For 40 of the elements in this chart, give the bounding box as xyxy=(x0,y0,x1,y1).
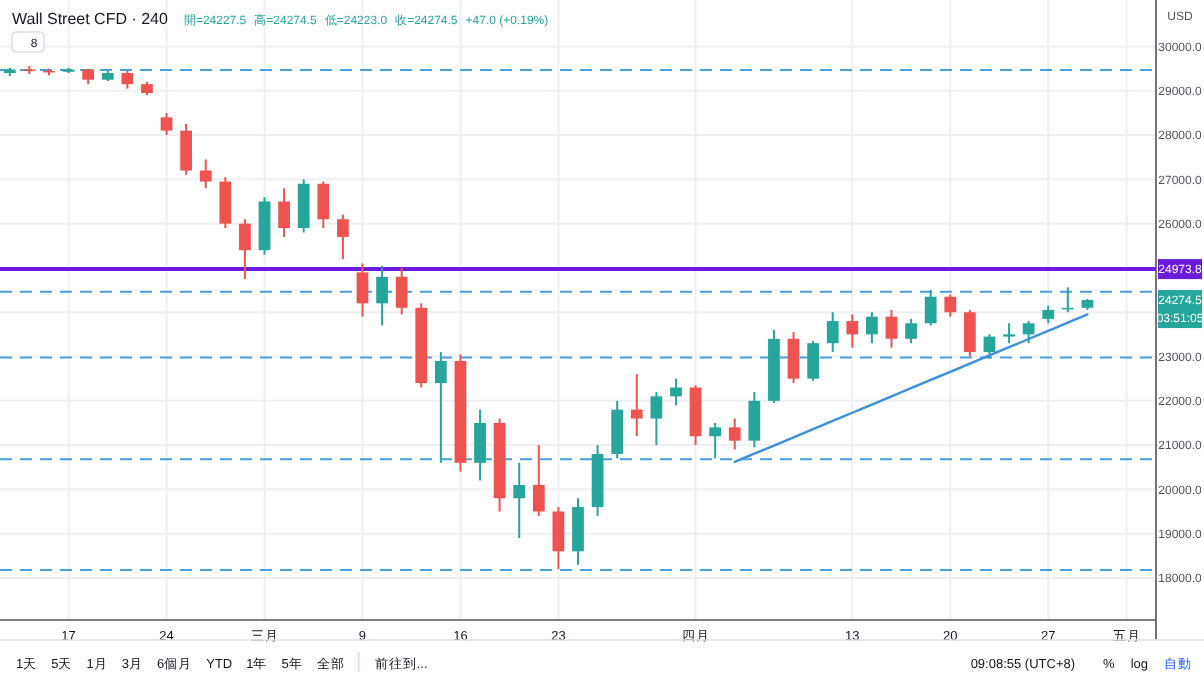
candlestick xyxy=(376,264,388,327)
candlestick xyxy=(337,213,349,261)
candlestick xyxy=(474,408,486,482)
candlestick xyxy=(826,311,839,354)
candlestick xyxy=(199,158,212,190)
candlestick xyxy=(219,176,232,230)
candlestick xyxy=(356,262,369,318)
candlestick xyxy=(670,377,682,407)
candlestick xyxy=(552,506,565,571)
candlestick xyxy=(317,180,330,230)
candlestick xyxy=(572,497,584,566)
candlestick xyxy=(278,187,290,238)
line-series xyxy=(733,313,1089,464)
candlestick xyxy=(1022,320,1035,345)
candlestick xyxy=(297,178,310,234)
candlestick xyxy=(239,218,251,280)
candlestick xyxy=(611,399,624,460)
candlestick xyxy=(1003,322,1015,345)
candlestick xyxy=(532,444,545,517)
candlestick xyxy=(180,123,193,176)
candlestick xyxy=(866,311,878,345)
text: Wall Street CFD · 240 xyxy=(12,10,169,28)
candlestick xyxy=(395,266,408,316)
candlestick xyxy=(434,351,447,464)
candlestick xyxy=(944,293,957,318)
candlestick xyxy=(748,390,761,449)
candlestick xyxy=(709,421,722,460)
candlestick xyxy=(963,309,976,358)
candlestick xyxy=(160,111,173,137)
candlestick xyxy=(630,373,643,438)
candlestick xyxy=(885,309,898,349)
candlestick xyxy=(924,289,937,327)
candlestick xyxy=(728,417,741,451)
candlestick xyxy=(807,340,819,382)
candlestick xyxy=(846,313,859,349)
candlestick xyxy=(983,333,996,360)
candlestick xyxy=(650,390,663,447)
candlestick xyxy=(787,331,800,385)
candlestick xyxy=(905,317,917,345)
candlestick xyxy=(513,461,526,540)
